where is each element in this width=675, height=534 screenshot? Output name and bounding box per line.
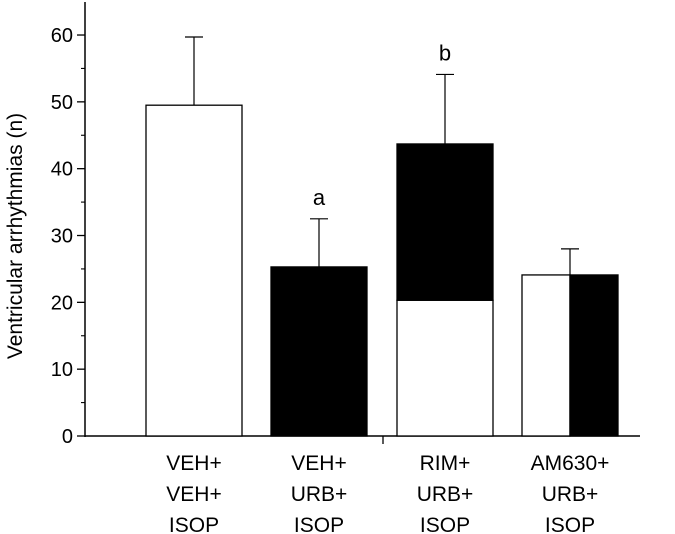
bar-group-4 — [521, 248, 619, 437]
category-label-line: URB+ — [291, 483, 348, 506]
category-label-line: URB+ — [542, 483, 599, 506]
bars: ab — [145, 36, 619, 437]
category-label-line: VEH+ — [166, 452, 221, 475]
y-axis-title: Ventricular arrhythmias (n) — [4, 113, 27, 359]
bar-lower-segment — [396, 299, 494, 437]
category-label-line: VEH+ — [291, 452, 346, 475]
y-tick-label: 40 — [51, 159, 73, 181]
category-label-line: ISOP — [545, 514, 595, 534]
category-label-line: ISOP — [169, 514, 219, 534]
bar-right-segment — [569, 274, 619, 437]
category-label-line: VEH+ — [166, 483, 221, 506]
bar — [145, 104, 243, 437]
category-labels: VEH+ VEH+ ISOP VEH+ URB+ ISOP RIM+ URB+ ISOP AM63… — [166, 452, 609, 534]
bar — [270, 266, 368, 437]
y-tick-label: 30 — [51, 226, 73, 248]
category-label-line: AM630+ — [531, 452, 610, 475]
category-label-line: RIM+ — [420, 452, 471, 475]
bar-group-3: b — [396, 40, 494, 437]
y-tick-label: 20 — [51, 292, 73, 314]
y-tick-label: 10 — [51, 359, 73, 381]
category-label-line: ISOP — [420, 514, 470, 534]
bar-left-segment — [521, 274, 571, 437]
y-tick-label: 0 — [62, 426, 73, 448]
category-label-line: ISOP — [294, 514, 344, 534]
bar-annotation: b — [439, 40, 451, 65]
y-tick-label: 60 — [51, 25, 73, 47]
bar-upper-segment — [396, 143, 494, 301]
bar-annotation: a — [313, 185, 326, 210]
bar-group-1 — [145, 36, 243, 437]
bar-group-2: a — [270, 185, 368, 437]
y-tick-label: 50 — [51, 92, 73, 114]
category-label-line: URB+ — [417, 483, 474, 506]
